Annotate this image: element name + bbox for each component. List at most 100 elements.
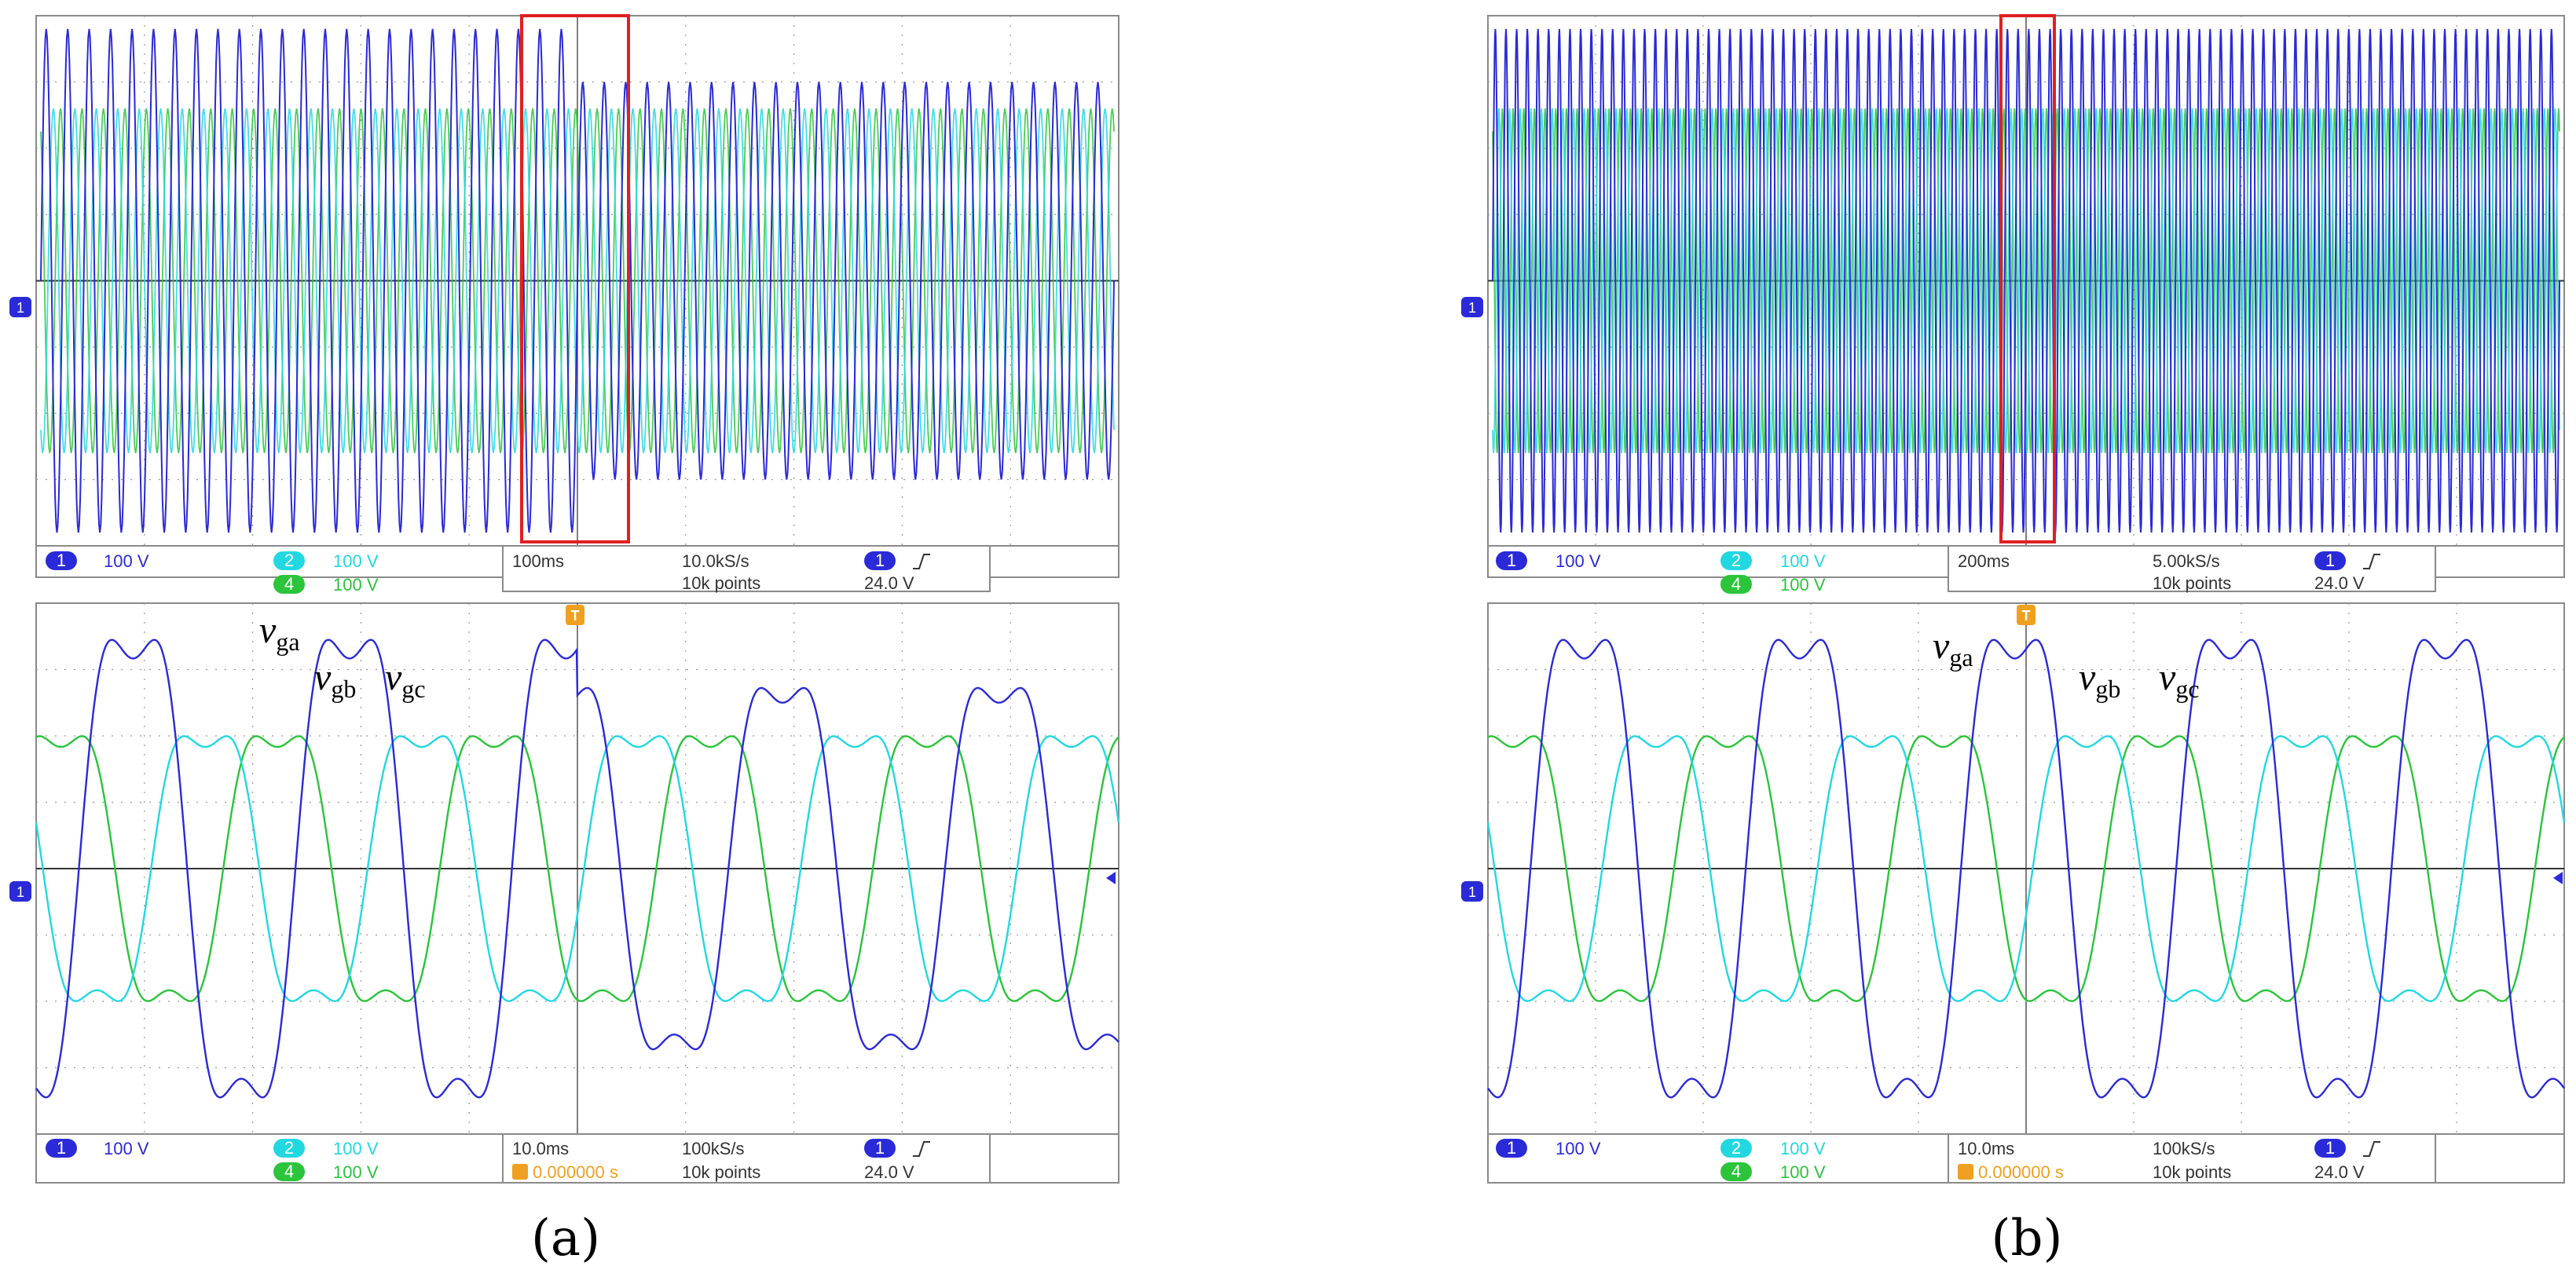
trigger-level: 24.0 V — [2314, 1162, 2365, 1182]
panel-b: 1 1 100 V 2 100 V 4 100 V 200ms 5.00kS/s… — [1461, 14, 2566, 1268]
rising-edge-icon — [913, 1141, 930, 1157]
waveforms — [40, 28, 1115, 533]
panel-b-top-scope: 1 1 100 V 2 100 V 4 100 V 200ms 5.00kS/s… — [1461, 14, 2565, 595]
trace-ch4 — [1492, 108, 2560, 453]
label-vgc: vgc — [385, 657, 426, 703]
svg-text:1: 1 — [16, 300, 24, 316]
ch2-badge: 2 — [1731, 551, 1741, 570]
ch1-badge: 1 — [57, 551, 66, 570]
ch4-badge: 4 — [284, 574, 294, 594]
ch4-scale: 100 V — [1780, 575, 1826, 595]
trigger-position-marker: T — [566, 605, 584, 625]
trigger-icon — [1958, 1164, 1973, 1180]
graticule — [1488, 603, 2564, 1134]
readout-bar: 1 100 V 2 100 V 4 100 V 200ms 5.00kS/s 1… — [1488, 545, 2564, 595]
trace-vgc — [35, 735, 1120, 1002]
panel-a: 1 1 100 V 2 100 V 4 100 V 100ms 10.0kS/s… — [9, 14, 1120, 1268]
trace-vgb — [1487, 735, 2565, 1002]
ch1-level-marker: 1 — [9, 881, 31, 902]
trace-ch1 — [1492, 28, 2560, 533]
panel-caption-b: (b) — [1992, 1209, 2063, 1268]
trigger-level-arrow-icon — [1106, 872, 1116, 884]
rising-edge-icon — [2363, 554, 2380, 569]
rising-edge-icon — [2363, 1141, 2380, 1157]
label-vgb: vgb — [314, 657, 356, 703]
svg-text:1: 1 — [16, 884, 24, 900]
trigger-source-badge: 1 — [875, 551, 885, 570]
ch2-scale: 100 V — [1780, 1139, 1826, 1158]
trigger-level: 24.0 V — [2314, 573, 2365, 593]
label-vga: vga — [1933, 625, 1973, 671]
sample-rate: 100kS/s — [2153, 1139, 2215, 1158]
ch1-badge: 1 — [57, 1138, 66, 1158]
rising-edge-icon — [913, 554, 930, 569]
label-vga: vga — [259, 609, 300, 656]
ch1-scale: 100 V — [104, 1139, 149, 1158]
waveforms — [1486, 638, 2566, 1099]
trigger-position-marker: T — [2017, 605, 2036, 625]
zoom-window-highlight — [1999, 14, 2056, 543]
trigger-level: 24.0 V — [864, 1162, 914, 1182]
readout-bar: 1 100 V 2 100 V 4 100 V 10.0ms 0.000000 … — [1488, 1133, 2564, 1184]
record-length: 10k points — [682, 573, 760, 593]
trigger-source-badge: 1 — [2325, 1138, 2335, 1158]
svg-text:T: T — [571, 608, 580, 624]
ch2-badge: 2 — [284, 1138, 294, 1158]
timebase: 10.0ms — [512, 1139, 569, 1158]
trace-ch1 — [40, 28, 1115, 533]
trigger-offset: 0.000000 s — [1978, 1162, 2064, 1182]
sample-rate: 10.0kS/s — [682, 551, 749, 571]
panel-a-bottom-scope: T 1 vga vgb vgc 1 100 V 2 10 — [9, 602, 1120, 1184]
ch4-badge: 4 — [1731, 574, 1741, 594]
trace-vgc — [1486, 735, 2566, 1002]
ch2-badge: 2 — [1731, 1138, 1741, 1158]
timebase: 200ms — [1958, 551, 2010, 571]
record-length: 10k points — [682, 1162, 760, 1182]
ch4-scale: 100 V — [333, 575, 379, 595]
trace-ch2 — [1492, 108, 2560, 453]
panel-caption-a: (a) — [531, 1209, 600, 1268]
ch1-level-marker: 1 — [1461, 881, 1483, 902]
ch4-scale: 100 V — [333, 1162, 379, 1182]
ch4-badge: 4 — [1731, 1162, 1741, 1181]
zoom-window-highlight — [520, 14, 630, 543]
svg-text:T: T — [2022, 608, 2031, 624]
ch2-scale: 100 V — [1780, 551, 1826, 571]
readout-bar: 1 100 V 2 100 V 4 100 V 100ms 10.0kS/s 1… — [36, 545, 1119, 595]
ch2-badge: 2 — [284, 551, 294, 570]
ch4-badge: 4 — [284, 1162, 294, 1181]
timebase: 10.0ms — [1958, 1139, 2014, 1158]
timebase: 100ms — [512, 551, 564, 571]
trigger-source-badge: 1 — [2325, 551, 2335, 570]
record-length: 10k points — [2153, 573, 2231, 593]
ch1-scale: 100 V — [104, 551, 149, 571]
waveforms — [1492, 28, 2560, 533]
svg-text:1: 1 — [1468, 300, 1476, 316]
ch1-scale: 100 V — [1555, 551, 1601, 571]
ch1-level-marker: 1 — [1461, 297, 1483, 317]
ch1-badge: 1 — [1507, 1138, 1516, 1158]
trace-vgb — [35, 735, 1119, 1002]
trace-ch2 — [40, 108, 1115, 454]
sample-rate: 100kS/s — [682, 1139, 745, 1158]
svg-text:1: 1 — [1468, 884, 1476, 900]
record-length: 10k points — [2153, 1162, 2231, 1182]
trigger-level: 24.0 V — [864, 573, 914, 593]
ch2-scale: 100 V — [333, 551, 379, 571]
panel-a-top-scope: 1 1 100 V 2 100 V 4 100 V 100ms 10.0kS/s… — [9, 14, 1119, 595]
ch1-badge: 1 — [1507, 551, 1516, 570]
graticule — [36, 603, 1119, 1134]
waveforms — [35, 638, 1120, 1099]
trigger-source-badge: 1 — [875, 1138, 885, 1158]
trigger-icon — [512, 1164, 528, 1180]
trace-vga — [1487, 638, 2565, 1099]
trace-ch4 — [40, 108, 1115, 454]
label-vgb: vgb — [2079, 657, 2120, 703]
label-vgc: vgc — [2159, 657, 2200, 703]
sample-rate: 5.00kS/s — [2153, 551, 2220, 571]
ch4-scale: 100 V — [1780, 1162, 1826, 1182]
panel-b-bottom-scope: T 1 vga vgb vgc 1 100 V 2 100 V — [1461, 602, 2566, 1184]
ch1-scale: 100 V — [1555, 1139, 1601, 1158]
readout-bar: 1 100 V 2 100 V 4 100 V 10.0ms 0.000000 … — [36, 1133, 1119, 1184]
